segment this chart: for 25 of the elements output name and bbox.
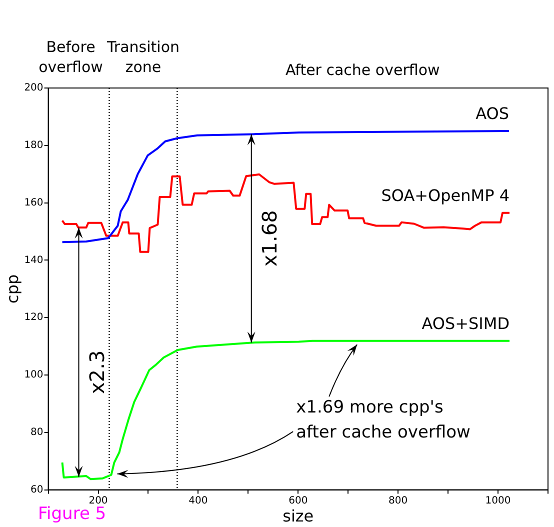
y-tick-label: 80: [30, 426, 44, 438]
series-label: AOS: [476, 104, 510, 124]
y-axis-title: cpp: [2, 274, 22, 304]
y-tick-label: 200: [24, 82, 44, 94]
text: Before overflow: [38, 38, 103, 76]
annotation: x1.69 more cpp's after cache overflow: [296, 398, 470, 443]
x-tick-label: 400: [188, 495, 208, 506]
annotation: x1.68: [258, 210, 282, 267]
x-tick-label: 600: [288, 495, 308, 506]
y-tick-label: 160: [24, 197, 44, 208]
series-label: SOA+OpenMP 4: [381, 186, 510, 205]
x-tick-label: 1000: [485, 495, 511, 506]
text: Transition zone: [106, 38, 180, 76]
text: After cache overflow: [285, 61, 440, 79]
y-tick-label: 100: [24, 370, 44, 381]
series-label: AOS+SIMD: [422, 314, 510, 334]
y-tick-label: 60: [30, 484, 44, 496]
x-tick-label: 200: [88, 495, 108, 506]
annotation: x2.3: [84, 350, 109, 394]
y-tick-label: 140: [24, 254, 44, 266]
y-tick-label: 180: [24, 140, 44, 151]
caption: Figure 5: [38, 504, 106, 524]
y-tick-label: 120: [24, 312, 44, 324]
x-tick-label: 800: [388, 495, 408, 506]
x-axis-title: size: [282, 506, 314, 526]
